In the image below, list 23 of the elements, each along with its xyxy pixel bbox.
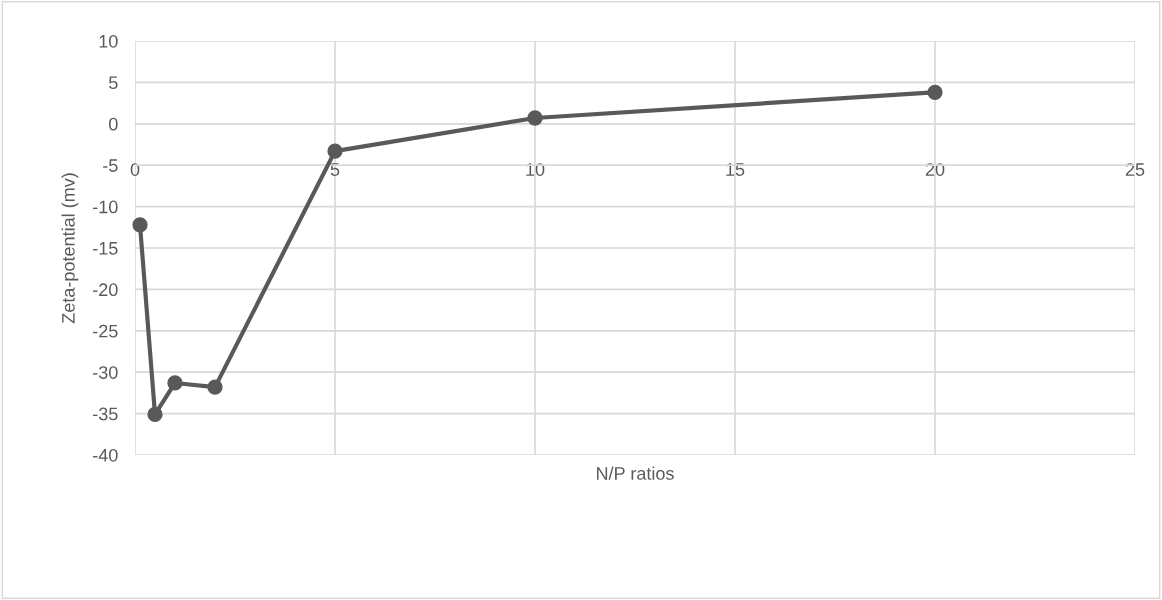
point bbox=[327, 143, 343, 159]
point bbox=[527, 110, 543, 126]
y-tick-label: -35 bbox=[93, 407, 118, 421]
y-tick-label: 10 bbox=[99, 34, 118, 48]
point bbox=[147, 406, 163, 423]
x-axis-title: N/P ratios bbox=[597, 466, 674, 480]
x-tick-label: 0 bbox=[130, 163, 140, 176]
x-tick-label: 25 bbox=[1125, 163, 1145, 176]
y-tick-label: -5 bbox=[103, 159, 118, 172]
point bbox=[207, 379, 223, 395]
y-tick-label: 0 bbox=[109, 117, 118, 131]
x-tick-label: 5 bbox=[330, 163, 340, 176]
y-tick-label: -10 bbox=[93, 200, 118, 214]
y-tick-label: -20 bbox=[93, 283, 118, 297]
y-tick-label: -40 bbox=[93, 448, 118, 462]
y-tick-label: -30 bbox=[93, 366, 118, 379]
point bbox=[167, 375, 183, 391]
y-tick-label: -25 bbox=[93, 324, 118, 338]
y-tick-label: 5 bbox=[109, 76, 118, 90]
y-axis-title: Zeta-potential (mv) bbox=[61, 173, 79, 324]
point bbox=[132, 217, 148, 233]
point bbox=[927, 84, 943, 100]
y-tick-label: -15 bbox=[93, 242, 118, 255]
